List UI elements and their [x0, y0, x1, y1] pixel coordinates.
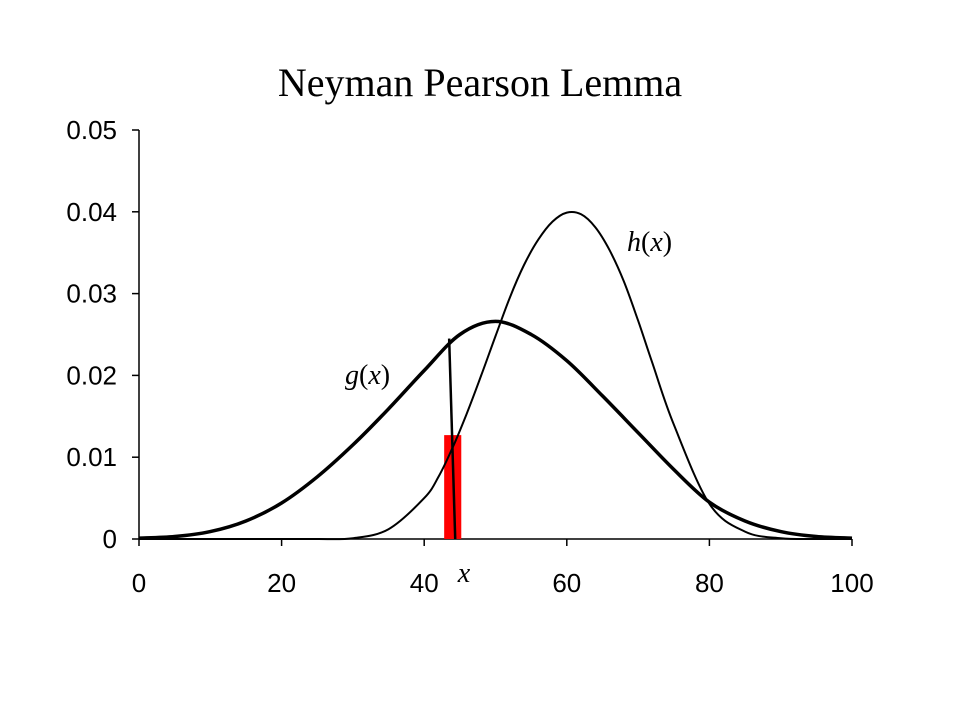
series-label-h-fn: h	[627, 227, 641, 258]
x-tick-label: 20	[267, 568, 296, 598]
axes: 0 0.01 0.02 0.03 0.04 0.05 0 20 40 60 80 100	[66, 115, 873, 598]
chart-title: Neyman Pearson Lemma	[278, 60, 683, 105]
x-tick-label: 80	[695, 568, 724, 598]
marker-line	[447, 338, 457, 540]
series-line-h	[138, 210, 853, 541]
y-tick-label: 0.01	[66, 442, 117, 472]
series-label-h: h(x)	[627, 227, 672, 258]
y-tick-label: 0	[103, 524, 117, 554]
x-tick-label: 100	[830, 568, 873, 598]
chart-marks	[138, 210, 853, 541]
series-line-g	[138, 319, 853, 540]
x-tick-label: 40	[410, 568, 439, 598]
series-label-h-arg: x	[649, 227, 663, 258]
x-tick-label: 60	[552, 568, 581, 598]
y-tick-label: 0.04	[66, 197, 117, 227]
series-label-g-fn: g	[345, 360, 359, 391]
y-tick-label: 0.05	[66, 115, 117, 145]
series-label-g: g(x)	[345, 360, 390, 391]
x-marker-label: x	[457, 558, 471, 589]
y-tick-label: 0.02	[66, 360, 117, 390]
series-label-g-arg: x	[367, 360, 381, 391]
x-tick-label: 0	[132, 568, 146, 598]
y-tick-label: 0.03	[66, 279, 117, 309]
